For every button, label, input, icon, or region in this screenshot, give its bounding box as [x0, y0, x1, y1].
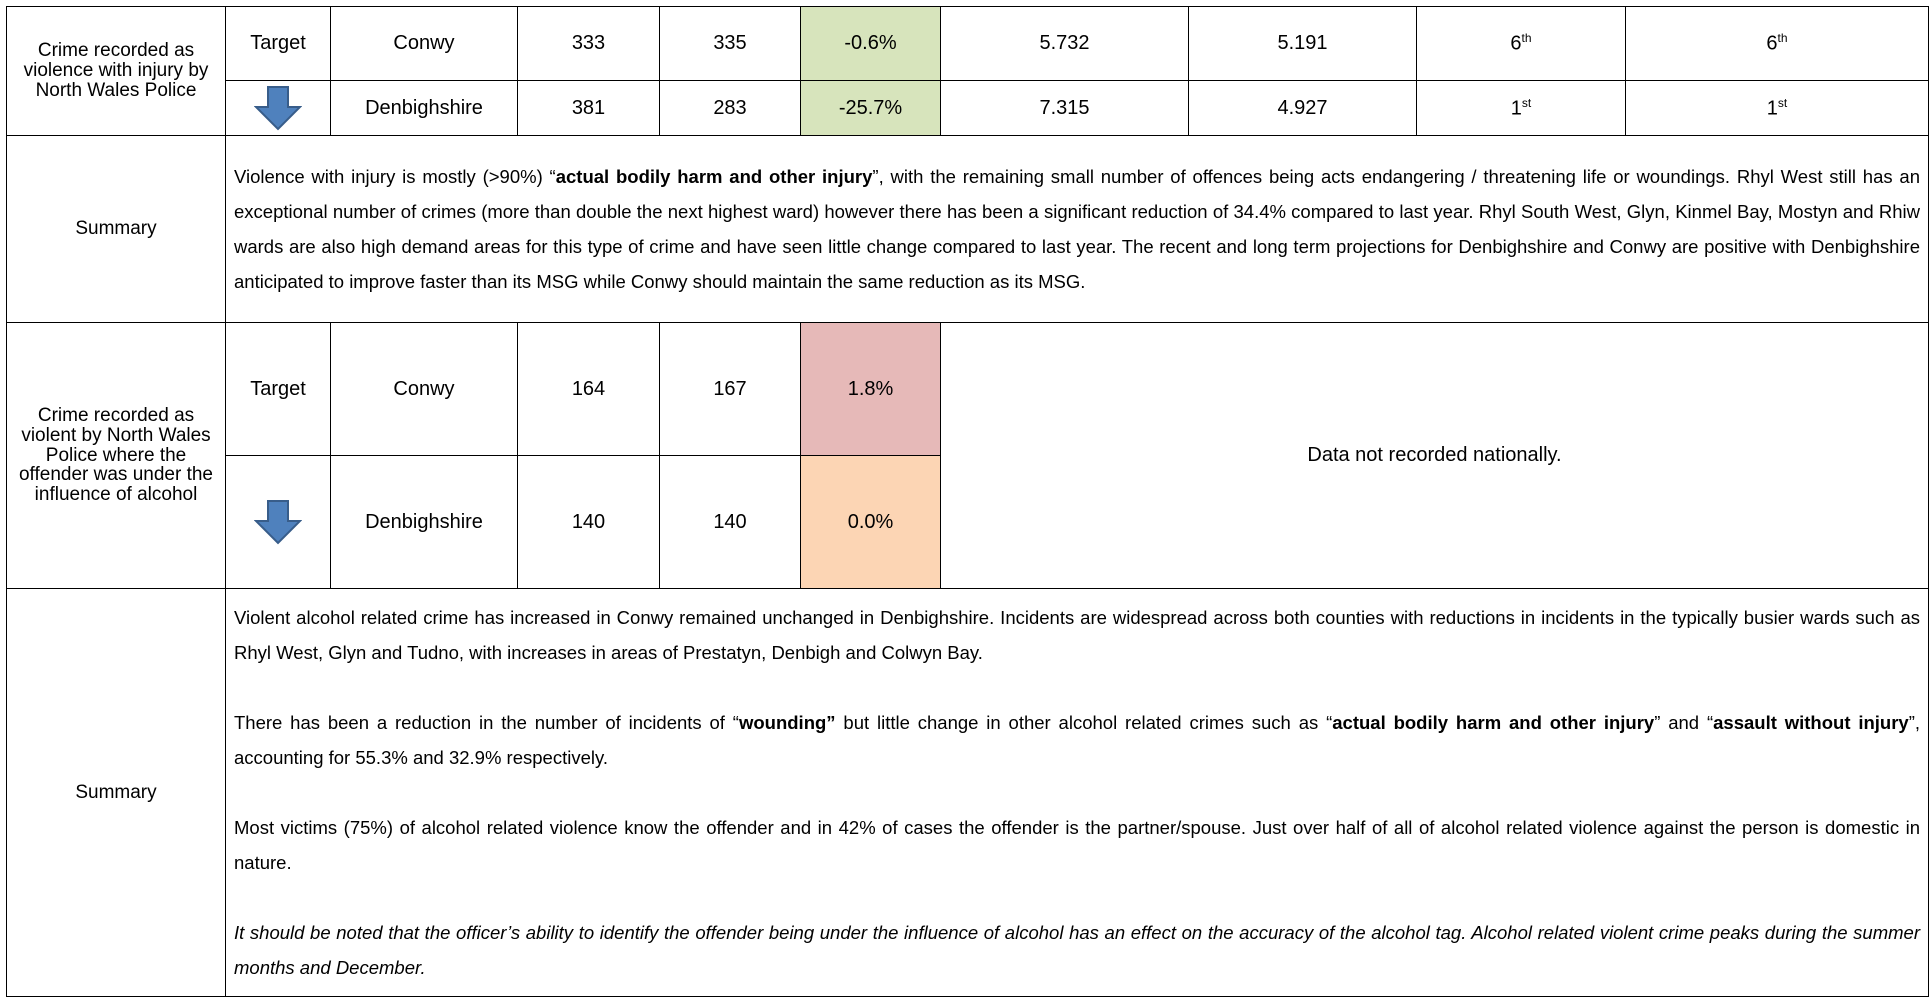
value-cell: 5.191 [1188, 6, 1417, 81]
summary-label: Summary [6, 135, 226, 323]
rank-suffix: th [1777, 31, 1788, 46]
rank-cell: 1st [1416, 80, 1626, 136]
arrow-shape [254, 500, 302, 545]
rank: 6th [1510, 31, 1531, 56]
direction-icon [225, 455, 331, 589]
summary-body: Violence with injury is mostly (>90%) “a… [234, 159, 1920, 299]
value-cell: 167 [659, 322, 801, 456]
value-cell: 140 [659, 455, 801, 589]
rank-number: 6 [1510, 32, 1522, 55]
measure-label: Crime recorded as violence with injury b… [6, 6, 226, 136]
rank: 1st [1511, 96, 1531, 121]
area-name: Conwy [330, 6, 518, 81]
text-run: ”, accounting for 55.3% and 32.9% respec… [234, 712, 1921, 768]
value-cell: -0.6% [800, 6, 941, 81]
summary-body: Violent alcohol related crime has increa… [234, 600, 1920, 985]
value-cell: 335 [659, 6, 801, 81]
down-arrow-icon [254, 500, 302, 545]
measure-label: Crime recorded as violent by North Wales… [6, 322, 226, 589]
value-cell: 0.0% [800, 455, 941, 589]
text-run: Violent alcohol related crime has increa… [234, 607, 1920, 663]
value-cell: -25.7% [800, 80, 941, 136]
area-name: Conwy [330, 322, 518, 456]
bold-text: actual bodily harm and other injury [1332, 712, 1655, 733]
direction-icon [225, 80, 331, 136]
paragraph: It should be noted that the officer’s ab… [234, 915, 1920, 985]
value-cell: 381 [517, 80, 660, 136]
note-cell: Data not recorded nationally. [940, 322, 1929, 589]
rank-cell: 6th [1625, 6, 1929, 81]
paragraph: Violent alcohol related crime has increa… [234, 600, 1920, 670]
summary-label: Summary [6, 588, 226, 997]
value-cell: 1.8% [800, 322, 941, 456]
rank-cell: 6th [1416, 6, 1626, 81]
arrow-shape [254, 86, 302, 131]
value-cell: 333 [517, 6, 660, 81]
value-cell: 164 [517, 322, 660, 456]
direction-label: Target [225, 322, 331, 456]
bold-text: wounding” [738, 712, 836, 733]
area-name: Denbighshire [330, 80, 518, 136]
rank-suffix: st [1777, 95, 1788, 110]
text-run: ” and “ [1654, 712, 1714, 733]
value-cell: 5.732 [940, 6, 1189, 81]
rank-cell: 1st [1625, 80, 1929, 136]
paragraph: There has been a reduction in the number… [234, 705, 1920, 775]
text-run: but little change in other alcohol relat… [835, 712, 1333, 733]
text-run: Violence with injury is mostly (>90%) “ [234, 166, 556, 187]
rank-suffix: st [1521, 95, 1532, 110]
area-name: Denbighshire [330, 455, 518, 589]
text-run: Most victims (75%) of alcohol related vi… [234, 817, 1920, 873]
rank: 1st [1767, 96, 1787, 121]
rank-suffix: th [1521, 31, 1532, 46]
value-cell: 140 [517, 455, 660, 589]
rank-number: 1 [1766, 97, 1778, 120]
value-cell: 283 [659, 80, 801, 136]
rank-number: 6 [1766, 32, 1778, 55]
value-cell: 7.315 [940, 80, 1189, 136]
text-run: There has been a reduction in the number… [234, 712, 739, 733]
summary-text: Violent alcohol related crime has increa… [225, 588, 1929, 997]
down-arrow-icon [254, 86, 302, 131]
direction-label: Target [225, 6, 331, 81]
paragraph: Violence with injury is mostly (>90%) “a… [234, 159, 1920, 299]
paragraph: Most victims (75%) of alcohol related vi… [234, 810, 1920, 880]
value-cell: 4.927 [1188, 80, 1417, 136]
text-run: ”, with the remaining small number of of… [234, 166, 1921, 292]
rank: 6th [1766, 31, 1787, 56]
bold-text: actual bodily harm and other injury [555, 166, 873, 187]
bold-text: assault without injury [1713, 712, 1909, 733]
text-run: It should be noted that the officer’s ab… [234, 922, 1920, 978]
rank-number: 1 [1510, 97, 1522, 120]
summary-text: Violence with injury is mostly (>90%) “a… [225, 135, 1929, 323]
